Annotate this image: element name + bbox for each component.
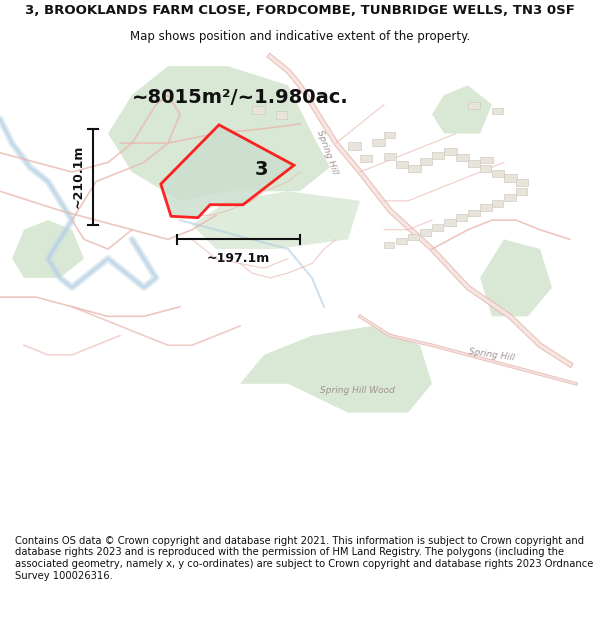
Polygon shape	[480, 239, 552, 316]
Bar	[504, 194, 516, 201]
Bar	[480, 165, 491, 172]
Bar	[456, 214, 467, 221]
Bar	[348, 142, 361, 150]
Bar	[384, 242, 394, 248]
Text: 3, BROOKLANDS FARM CLOSE, FORDCOMBE, TUNBRIDGE WELLS, TN3 0SF: 3, BROOKLANDS FARM CLOSE, FORDCOMBE, TUN…	[25, 4, 575, 17]
Polygon shape	[240, 326, 432, 412]
Bar	[492, 169, 504, 177]
Bar	[420, 229, 431, 236]
Bar	[372, 139, 385, 146]
Bar	[276, 111, 287, 119]
Bar	[384, 153, 396, 160]
Bar	[444, 219, 456, 226]
Bar	[480, 204, 492, 211]
Bar	[432, 152, 444, 159]
Text: Contains OS data © Crown copyright and database right 2021. This information is : Contains OS data © Crown copyright and d…	[15, 536, 593, 581]
Bar	[456, 154, 469, 161]
Bar	[504, 174, 517, 182]
Bar	[396, 161, 408, 168]
Bar	[468, 160, 480, 167]
Bar	[360, 155, 372, 162]
Polygon shape	[192, 191, 360, 249]
Polygon shape	[108, 66, 330, 201]
Polygon shape	[432, 86, 492, 134]
Bar	[384, 132, 395, 138]
Bar	[516, 179, 528, 186]
Text: ~8015m²/~1.980ac.: ~8015m²/~1.980ac.	[132, 88, 349, 107]
Bar	[408, 234, 419, 241]
Text: Spring Hill Wood: Spring Hill Wood	[320, 386, 394, 396]
Text: 3: 3	[254, 160, 268, 179]
Bar	[468, 102, 480, 109]
Text: Spring Hill: Spring Hill	[469, 348, 515, 362]
Bar	[408, 165, 421, 172]
Text: Spring Hill: Spring Hill	[315, 129, 339, 176]
Bar	[420, 158, 432, 165]
Text: Map shows position and indicative extent of the property.: Map shows position and indicative extent…	[130, 30, 470, 43]
Bar	[516, 188, 527, 195]
Text: ~210.1m: ~210.1m	[71, 145, 85, 209]
Text: ~197.1m: ~197.1m	[207, 252, 270, 265]
Bar	[492, 107, 503, 114]
Bar	[432, 224, 443, 231]
Polygon shape	[161, 125, 294, 217]
Bar	[480, 157, 493, 163]
Bar	[444, 148, 457, 155]
Bar	[492, 200, 503, 207]
Polygon shape	[12, 220, 84, 278]
Bar	[468, 209, 480, 216]
Bar	[252, 106, 265, 114]
Bar	[396, 238, 407, 244]
